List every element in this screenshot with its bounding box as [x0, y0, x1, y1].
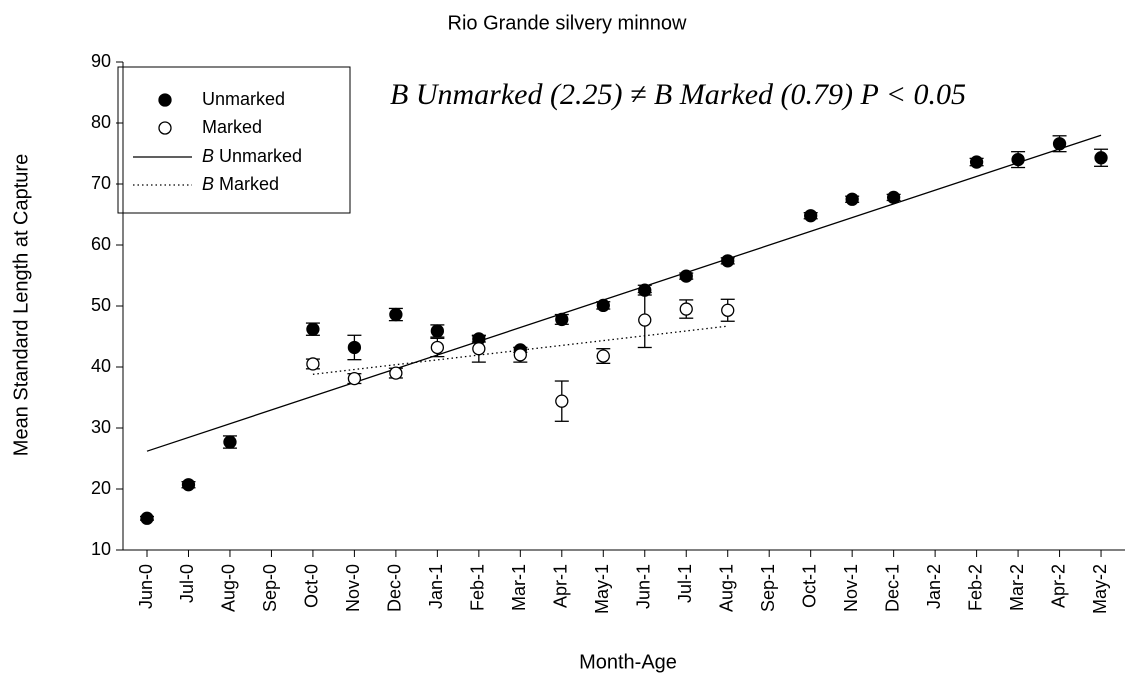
point [181, 478, 196, 492]
x-tick-label: Apr-2 [1048, 564, 1068, 608]
x-tick-label: Jan-2 [924, 564, 944, 609]
point [845, 192, 859, 206]
point [555, 312, 569, 327]
legend-label: B Marked [202, 174, 279, 194]
x-tick-label: Jun-1 [634, 564, 654, 609]
point [1094, 151, 1108, 165]
point [679, 302, 693, 316]
legend-label: B Unmarked [202, 146, 302, 166]
x-tick-label: Jan-1 [426, 564, 446, 609]
x-tick-label: Feb-2 [965, 564, 985, 611]
legend-label: Marked [202, 117, 262, 137]
x-tick-label: Sep-0 [260, 564, 280, 612]
point [472, 342, 486, 356]
y-tick-label: 80 [91, 112, 111, 132]
x-tick-label: Aug-0 [219, 564, 239, 612]
point [347, 371, 362, 386]
point [306, 357, 320, 371]
point [430, 340, 445, 355]
point [430, 324, 445, 338]
x-tick-label: Aug-1 [716, 564, 736, 612]
point [596, 298, 610, 313]
x-tick-label: Jul-0 [177, 564, 197, 603]
x-tick-label: Apr-1 [551, 564, 571, 608]
x-tick-label: Dec-0 [385, 564, 405, 612]
x-tick-label: Oct-0 [302, 564, 322, 608]
point [555, 394, 569, 408]
legend-label: Unmarked [202, 89, 285, 109]
y-tick-label: 10 [91, 539, 111, 559]
x-tick-label: May-2 [1090, 564, 1110, 614]
legend-marker [158, 93, 172, 107]
x-tick-label: Jun-0 [136, 564, 156, 609]
point [1052, 137, 1067, 151]
chart-title: Rio Grande silvery minnow [448, 12, 688, 34]
y-tick-label: 60 [91, 234, 111, 254]
x-tick-label: Jul-1 [675, 564, 695, 603]
y-tick-label: 70 [91, 173, 111, 193]
x-tick-label: Mar-2 [1007, 564, 1027, 611]
annotation: B Unmarked (2.25) ≠ B Marked (0.79) P < … [390, 78, 966, 111]
x-tick-label: Mar-1 [509, 564, 529, 611]
y-tick-label: 50 [91, 295, 111, 315]
x-tick-label: Feb-1 [468, 564, 488, 611]
y-tick-label: 20 [91, 478, 111, 498]
x-tick-label: Oct-1 [799, 564, 819, 608]
x-tick-label: Sep-1 [758, 564, 778, 612]
legend-box [117, 66, 351, 214]
y-tick-label: 90 [91, 51, 111, 71]
point [804, 209, 818, 223]
point [969, 155, 984, 169]
point [679, 269, 693, 283]
point [389, 366, 403, 380]
trend-line [146, 134, 1102, 452]
point [347, 340, 362, 355]
point [596, 349, 610, 363]
x-tick-label: Dec-1 [882, 564, 902, 612]
point [513, 348, 527, 362]
point [721, 303, 735, 317]
y-axis-label: Mean Standard Length at Capture [10, 154, 32, 456]
y-tick-label: 30 [91, 417, 111, 437]
point [140, 511, 154, 525]
point [886, 190, 901, 205]
trend-line [312, 325, 728, 375]
x-axis-label: Month-Age [579, 651, 677, 673]
point [638, 313, 652, 327]
x-tick-label: Nov-1 [841, 564, 861, 612]
point [721, 254, 735, 268]
point [223, 435, 237, 449]
y-tick-label: 40 [91, 356, 111, 376]
point [306, 322, 320, 336]
x-tick-label: Nov-0 [343, 564, 363, 612]
point [389, 307, 403, 322]
legend-marker [158, 121, 172, 135]
point [1011, 152, 1025, 167]
x-tick-label: May-1 [592, 564, 612, 614]
